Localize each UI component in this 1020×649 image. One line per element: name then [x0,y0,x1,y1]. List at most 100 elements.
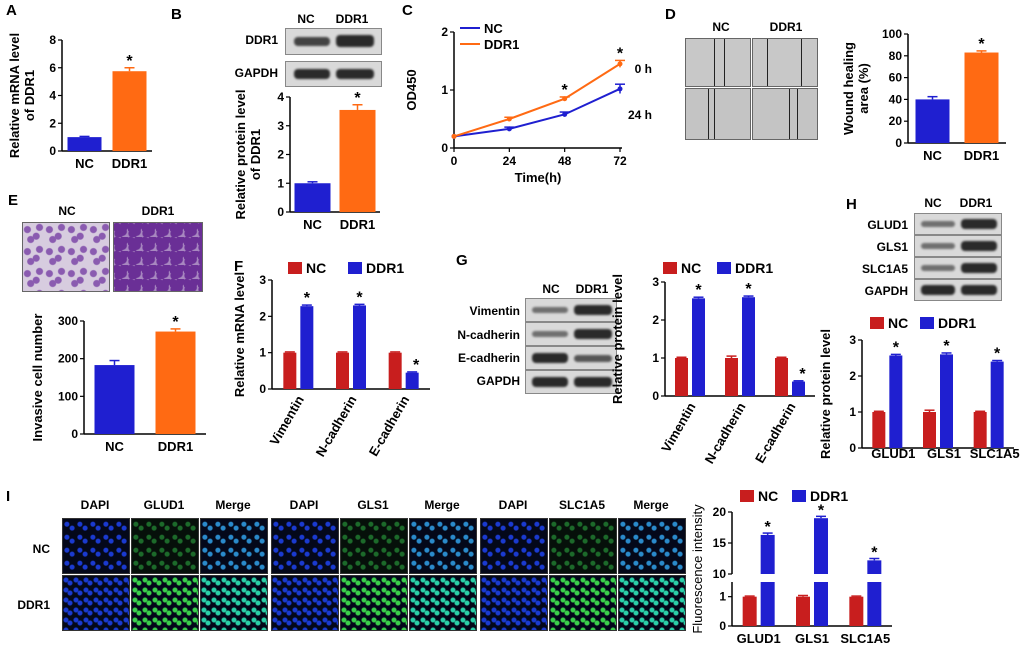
invasion-nc-header: NC [58,204,76,218]
x-tick-label: GLUD1 [871,446,915,461]
fluor-image [340,518,408,574]
panel-letter-g: G [456,252,468,269]
bar-nc [94,365,135,434]
wound-image [685,38,751,87]
blot-h-strip [914,279,1002,301]
x-tick-label: 24 [503,154,517,168]
bar-ddr1 [155,331,196,434]
bar-ddr1 [940,354,953,448]
bar-ddr1 [760,582,775,626]
panel-letter-e: E [8,192,19,209]
blot-g-nc-header: NC [542,282,560,296]
x-tick-label: 48 [558,154,572,168]
significance-star: * [893,339,900,356]
legend-swatch [717,262,731,274]
legend-label: DDR1 [938,315,976,331]
blot-h-strip [914,213,1002,235]
y-tick-label: 1 [719,590,726,604]
y-tick-label: 80 [889,49,903,63]
y-tick-label: 1 [259,346,266,360]
blot-b-ddr1-strip [285,28,382,55]
bar-ddr1 [867,560,882,574]
y-tick-label: 100 [58,389,78,403]
blot-g-strip [525,322,617,346]
bar-ddr1 [867,582,882,626]
panel-letter-f: F [234,258,244,275]
x-tick-label: DDR1 [112,156,147,171]
bar-nc [796,596,810,626]
significance-star: * [943,338,950,355]
blot-h-row-label: GLUD1 [867,218,908,232]
y-tick-label: 1 [849,405,856,419]
significance-star: * [356,289,363,306]
blot-b-ddr1-header: DDR1 [335,12,369,26]
y-tick-label: 15 [713,536,727,550]
fluor-col-label: Merge [633,498,669,512]
fluor-image [62,518,130,574]
bar-nc [725,358,738,396]
legend-label: NC [758,488,778,504]
legend-label: DDR1 [484,37,519,52]
x-tick-label: N-cadherin [702,400,749,466]
y-tick-label: 0 [652,389,659,403]
bar-ddr1 [339,109,376,212]
bar-ddr1 [300,306,314,389]
significance-star: * [695,282,702,299]
bar-ddr1 [889,355,903,448]
x-tick-label: NC [75,156,94,171]
blot-h-row-label: SLC1A5 [861,262,908,276]
invasion-ddr1-header: DDR1 [141,204,175,218]
bar-ddr1 [353,305,366,389]
legend-label: NC [484,21,503,36]
x-tick-label: SLC1A5 [970,446,1020,461]
bar-nc [872,412,886,448]
blot-g-row-label: Vimentin [469,304,520,318]
y-tick-label: 40 [889,92,903,106]
wound-image [685,88,751,140]
significance-star: * [745,281,752,298]
significance-star: * [562,82,569,99]
legend-label: DDR1 [810,488,848,504]
x-tick-label: NC [923,148,942,163]
fluor-image [271,575,339,631]
y-tick-label: 4 [277,90,284,104]
y-axis-label: Relative protein level [818,329,833,459]
x-tick-label: DDR1 [340,217,375,232]
x-tick-label: Vimentin [658,400,698,455]
y-tick-label: 4 [49,89,56,103]
fluor-row-label: NC [32,542,50,556]
y-tick-label: 2 [652,313,659,327]
x-tick-label: E-cadherin [752,400,799,466]
y-tick-label: 2 [259,309,266,323]
y-axis-label: Invasive cell number [30,314,45,442]
bar-nc [973,412,987,448]
bar-nc [336,352,349,389]
y-axis-label: Fluorescence intensity [690,504,705,634]
panel-letter-d: D [665,6,676,23]
legend-swatch [740,490,754,502]
bar-nc [388,352,402,389]
blot-b-gapdh-strip [285,61,382,87]
y-axis-label: Relative protein levelof DDR1 [233,89,263,219]
x-tick-label: 72 [613,154,627,168]
x-tick-label: GLS1 [927,446,961,461]
y-tick-label: 0 [895,136,902,150]
y-tick-label: 0 [441,141,448,155]
blot-g-ddr1-header: DDR1 [575,282,609,296]
y-axis-label: OD450 [404,69,419,110]
blot-g-strip [525,346,617,370]
legend-label: NC [888,315,908,331]
fluor-col-label: Merge [215,498,251,512]
blot-g-row-label: E-cadherin [457,351,520,365]
y-tick-label: 300 [58,314,78,328]
fluor-image [200,575,268,631]
fluor-col-label: GLUD1 [143,498,185,512]
bar-ddr1 [990,361,1004,448]
y-tick-label: 2 [277,148,284,162]
invasion-image-nc [22,222,110,292]
blot-g-strip [525,370,617,394]
fluor-image [62,575,130,631]
fluor-image [409,518,477,574]
x-axis-label: Time(h) [515,170,562,185]
